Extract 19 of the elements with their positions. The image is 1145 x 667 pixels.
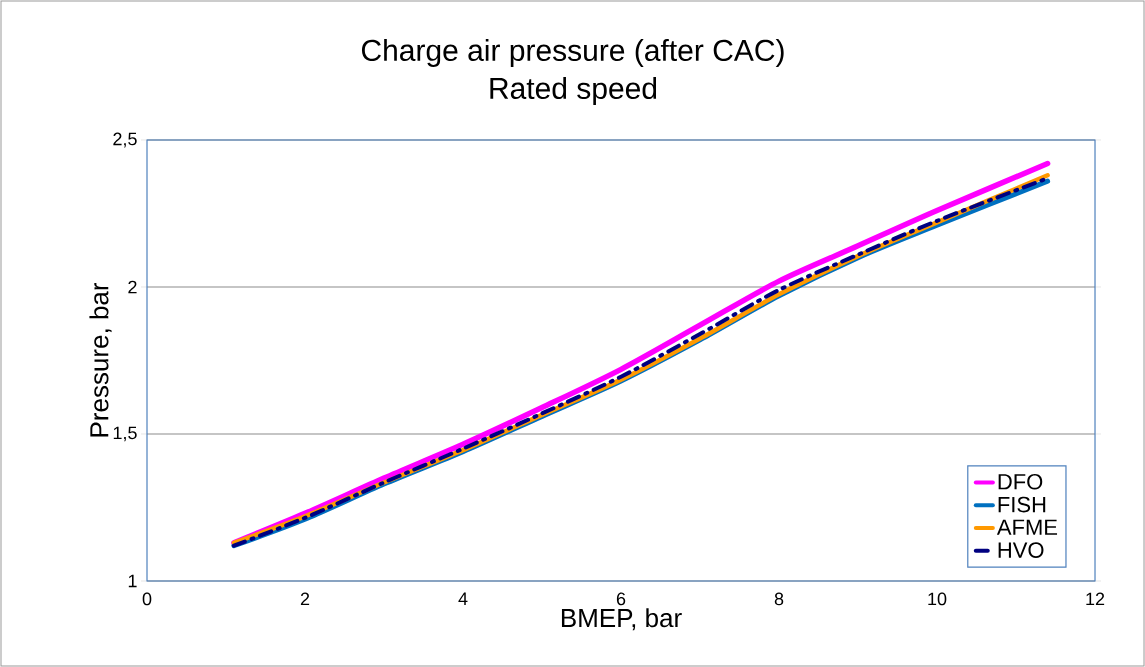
x-tick-label: 4 bbox=[458, 592, 468, 605]
y-tick-label: 2,5 bbox=[113, 132, 137, 148]
x-tick-label: 6 bbox=[616, 592, 626, 606]
legend-label: DFO bbox=[998, 473, 1043, 490]
x-tick-label: 12 bbox=[1086, 592, 1105, 606]
x-axis-title: BMEP, bar bbox=[561, 608, 682, 631]
legend-label: FISH bbox=[998, 496, 1046, 513]
y-tick-label: 1,5 bbox=[113, 426, 137, 442]
y-tick-label: 2 bbox=[128, 280, 137, 294]
x-tick-label: 0 bbox=[142, 592, 152, 606]
chart-title: Charge air pressure (after CAC) bbox=[361, 39, 784, 67]
legend-label: AFME bbox=[996, 519, 1058, 535]
x-tick-label: 8 bbox=[774, 592, 784, 606]
chart-subtitle: Rated speed bbox=[490, 77, 657, 105]
x-tick-label: 10 bbox=[928, 592, 947, 606]
x-tick-label: 2 bbox=[300, 592, 310, 606]
y-tick-label: 1 bbox=[128, 574, 137, 588]
y-axis-title: Pressure, bar bbox=[89, 282, 112, 437]
legend-label: HVO bbox=[998, 542, 1044, 558]
